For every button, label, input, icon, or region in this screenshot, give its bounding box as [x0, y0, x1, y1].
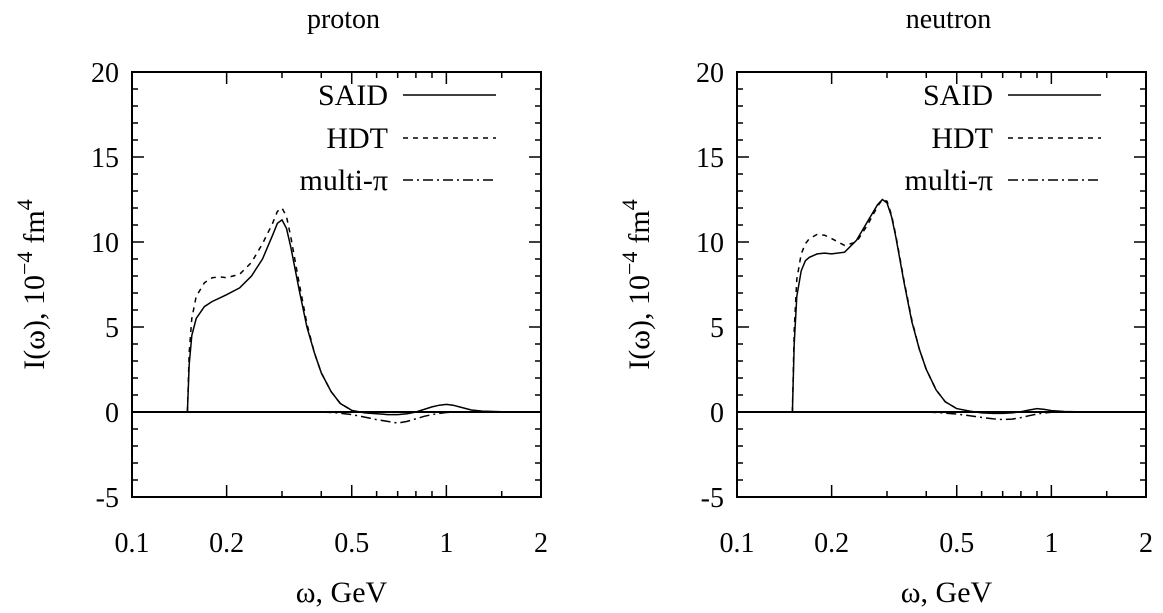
x-tick-label: 0.1: [115, 528, 150, 559]
legend-entry: multi-π: [300, 164, 496, 197]
x-axis-label: ω, GeV: [296, 576, 388, 609]
y-axis-label-unit: fm: [18, 210, 51, 243]
y-tick-label: 15: [696, 143, 724, 174]
y-axis-label: I(ω), 10−4 fm4: [617, 199, 656, 369]
x-tick-label: 1: [1044, 528, 1058, 559]
chart-title: proton: [307, 4, 380, 35]
y-axis-label-text: I(ω), 10: [18, 275, 51, 370]
x-tick-label: 0.1: [720, 528, 755, 559]
legend-label: SAID: [318, 79, 388, 112]
y-axis-label: I(ω), 10−4 fm4: [12, 199, 51, 369]
legend-entry: HDT: [326, 122, 496, 155]
x-tick-label: 0.2: [814, 528, 849, 559]
y-tick-label: 0: [710, 398, 724, 429]
y-tick-label: 5: [105, 313, 119, 344]
legend-label: SAID: [923, 79, 993, 112]
series-line-dash-dot: [321, 411, 472, 424]
y-tick-label: 20: [696, 58, 724, 89]
y-tick-label: 10: [91, 228, 119, 259]
series-line-dash-dot: [926, 411, 1077, 421]
y-tick-label: -5: [701, 483, 724, 514]
x-tick-label: 0.2: [209, 528, 244, 559]
y-tick-label: 0: [105, 398, 119, 429]
chart-panel-proton: -5 0 5 10 15 20 0.1 0.2 0.5 1 2 SAID HDT multi-π proto…: [12, 4, 548, 609]
legend-label: HDT: [326, 122, 388, 155]
series-line-solid: [791, 198, 1146, 415]
series-line-dashed: [186, 206, 353, 413]
legend-entry: SAID: [923, 79, 1101, 112]
x-tick-label: 0.5: [939, 528, 974, 559]
y-axis-label-unit: fm: [623, 210, 656, 243]
legend-entry: HDT: [931, 122, 1101, 155]
plot-frame: [736, 71, 1147, 498]
legend-label: multi-π: [300, 164, 388, 197]
legend-entry: SAID: [318, 79, 496, 112]
y-tick-label: 10: [696, 228, 724, 259]
y-tick-label: 5: [710, 313, 724, 344]
y-axis-label-unit-exponent: 4: [12, 199, 37, 210]
legend-label: HDT: [931, 122, 993, 155]
y-tick-label: 15: [91, 143, 119, 174]
x-tick-label: 2: [1139, 528, 1153, 559]
y-tick-label: -5: [96, 483, 119, 514]
y-axis-label-exponent: −4: [617, 252, 642, 275]
chart-panel-neutron: -5 0 5 10 15 20 0.1 0.2 0.5 1 2 SAID HDT multi-π neutr…: [617, 4, 1153, 609]
y-axis-label-exponent: −4: [12, 252, 37, 275]
chart-title: neutron: [906, 4, 992, 35]
legend-entry: multi-π: [905, 164, 1101, 197]
x-tick-label: 0.5: [334, 528, 369, 559]
legend-label: multi-π: [905, 164, 993, 197]
y-axis-label-text: I(ω), 10: [623, 275, 656, 370]
x-tick-label: 2: [534, 528, 548, 559]
x-tick-label: 1: [439, 528, 453, 559]
plot-frame: [131, 71, 542, 498]
x-axis-label: ω, GeV: [901, 576, 993, 609]
y-tick-label: 20: [91, 58, 119, 89]
series-line-solid: [186, 218, 542, 416]
y-axis-label-unit-exponent: 4: [617, 199, 642, 210]
